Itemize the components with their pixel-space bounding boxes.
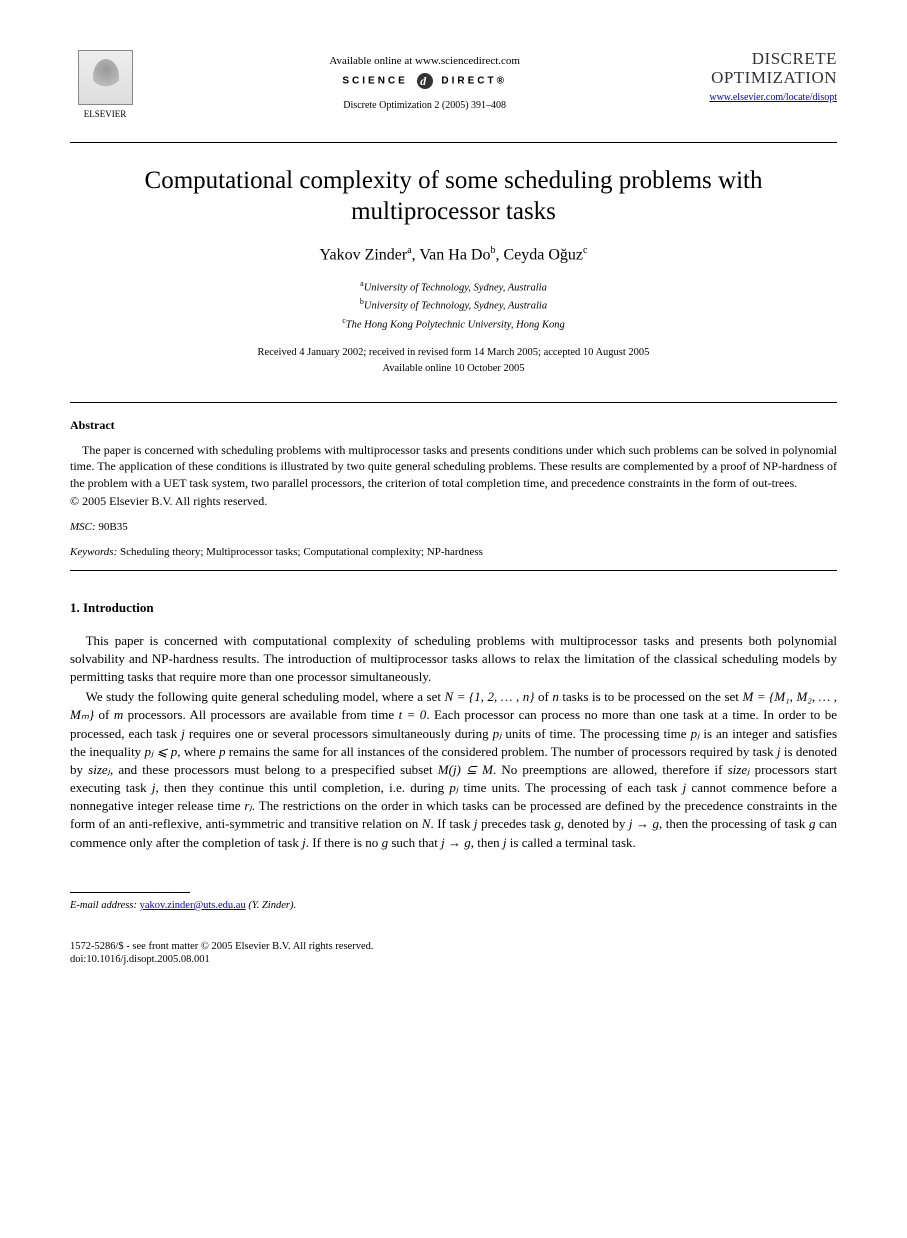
available-online-text: Available online at www.sciencedirect.co… — [140, 54, 709, 69]
author-1-sup: a — [407, 245, 411, 256]
p2-m12: sizeⱼ — [88, 762, 110, 777]
center-header: Available online at www.sciencedirect.co… — [140, 50, 709, 113]
abstract-copyright: © 2005 Elsevier B.V. All rights reserved… — [70, 493, 837, 510]
journal-name: DISCRETE OPTIMIZATION — [709, 50, 837, 87]
p2-t3: tasks is to be processed on the set — [559, 689, 743, 704]
author-2: Van Ha Do — [419, 246, 490, 263]
science-direct-logo: SCIENCE d DIRECT® — [140, 73, 709, 89]
footnote-who: (Y. Zinder). — [248, 900, 296, 911]
p2-t16: , then they continue this until completi… — [156, 780, 450, 795]
page-header: ELSEVIER Available online at www.science… — [70, 50, 837, 130]
dates-line2: Available online 10 October 2005 — [382, 363, 524, 374]
p2-t22: , denoted by — [561, 816, 629, 831]
p2-t4: of — [94, 707, 114, 722]
sd-badge-icon: d — [417, 73, 433, 89]
aff-a: University of Technology, Sydney, Austra… — [364, 283, 547, 294]
p2-t2: of — [534, 689, 552, 704]
p2-t20: . If task — [430, 816, 473, 831]
journal-link: www.elsevier.com/locate/disopt — [709, 91, 837, 105]
p2-t1: We study the following quite general sch… — [86, 689, 445, 704]
msc-label: MSC: — [70, 521, 96, 533]
p2-t7: requires one or several processors simul… — [185, 726, 493, 741]
footnote-email-link[interactable]: yakov.zinder@uts.edu.au — [140, 900, 246, 911]
p2-t14: . No preemptions are allowed, therefore … — [493, 762, 728, 777]
keywords-label: Keywords: — [70, 546, 117, 558]
journal-name-line2: OPTIMIZATION — [711, 68, 837, 87]
author-2-sup: b — [490, 245, 495, 256]
p2-t5: processors. All processors are available… — [123, 707, 398, 722]
p2-m1: N = {1, 2, … , n} — [445, 689, 535, 704]
p2-t25: . If there is no — [306, 835, 382, 850]
footnote-email: E-mail address: yakov.zinder@uts.edu.au … — [70, 899, 837, 914]
journal-name-line1: DISCRETE — [752, 49, 837, 68]
keywords-line: Keywords: Scheduling theory; Multiproces… — [70, 545, 837, 560]
section-1-heading: 1. Introduction — [70, 599, 837, 617]
intro-para-1: This paper is concerned with computation… — [70, 632, 837, 687]
p2-t21: precedes task — [477, 816, 554, 831]
abstract-bottom-divider — [70, 570, 837, 571]
affiliations: aUniversity of Technology, Sydney, Austr… — [70, 278, 837, 333]
footnote-rule — [70, 892, 190, 893]
p2-t27: , then — [471, 835, 503, 850]
header-divider — [70, 142, 837, 143]
author-list: Yakov Zindera, Van Ha Dob, Ceyda Oğuzc — [70, 244, 837, 267]
author-3: Ceyda Oğuz — [503, 246, 583, 263]
p2-t23: , then the processing of task — [659, 816, 809, 831]
footer-line2: doi:10.1016/j.disopt.2005.08.001 — [70, 953, 837, 967]
p2-t17: time units. The processing of each task — [458, 780, 682, 795]
p2-m26: j → g — [441, 835, 471, 850]
p2-t13: , and these processors must belong to a … — [110, 762, 438, 777]
p2-m14: sizeⱼ — [728, 762, 750, 777]
paper-title: Computational complexity of some schedul… — [110, 165, 797, 228]
p2-m5: t = 0 — [399, 707, 427, 722]
dates-line1: Received 4 January 2002; received in rev… — [258, 347, 650, 358]
author-3-sup: c — [583, 245, 587, 256]
publisher-name: ELSEVIER — [84, 108, 127, 121]
p2-m16: pⱼ — [449, 780, 458, 795]
p2-t11: remains the same for all instances of th… — [225, 744, 776, 759]
abstract-top-divider — [70, 402, 837, 403]
article-dates: Received 4 January 2002; received in rev… — [70, 345, 837, 377]
elsevier-logo: ELSEVIER — [70, 50, 140, 130]
aff-c: The Hong Kong Polytechnic University, Ho… — [346, 319, 565, 330]
sd-left: SCIENCE — [342, 76, 407, 87]
footer-line1: 1572-5286/$ - see front matter © 2005 El… — [70, 940, 837, 954]
footnote-label: E-mail address: — [70, 900, 137, 911]
p2-t28: is called a terminal task. — [507, 835, 636, 850]
journal-reference: Discrete Optimization 2 (2005) 391–408 — [140, 99, 709, 113]
msc-value: 90B35 — [98, 521, 127, 533]
p2-t8: units of time. The processing time — [501, 726, 690, 741]
p2-m9: pⱼ ⩽ p — [145, 744, 178, 759]
journal-branding: DISCRETE OPTIMIZATION www.elsevier.com/l… — [709, 50, 837, 105]
abstract-body: The paper is concerned with scheduling p… — [70, 442, 837, 491]
p2-m18: rⱼ — [244, 798, 251, 813]
p2-m13: M(j) ⊆ M — [438, 762, 493, 777]
p2-m22: j → g — [629, 816, 659, 831]
p2-t26: such that — [388, 835, 441, 850]
abstract-heading: Abstract — [70, 417, 837, 434]
author-1: Yakov Zinder — [320, 246, 408, 263]
intro-para-2: We study the following quite general sch… — [70, 688, 837, 852]
sd-right: DIRECT® — [441, 76, 507, 87]
journal-url-link[interactable]: www.elsevier.com/locate/disopt — [709, 92, 837, 103]
p2-m4: m — [114, 707, 123, 722]
aff-b: University of Technology, Sydney, Austra… — [364, 301, 547, 312]
msc-line: MSC: 90B35 — [70, 520, 837, 535]
page-footer: 1572-5286/$ - see front matter © 2005 El… — [70, 940, 837, 967]
p2-t10: , where — [177, 744, 219, 759]
elsevier-tree-icon — [78, 50, 133, 105]
keywords-value: Scheduling theory; Multiprocessor tasks;… — [120, 546, 483, 558]
